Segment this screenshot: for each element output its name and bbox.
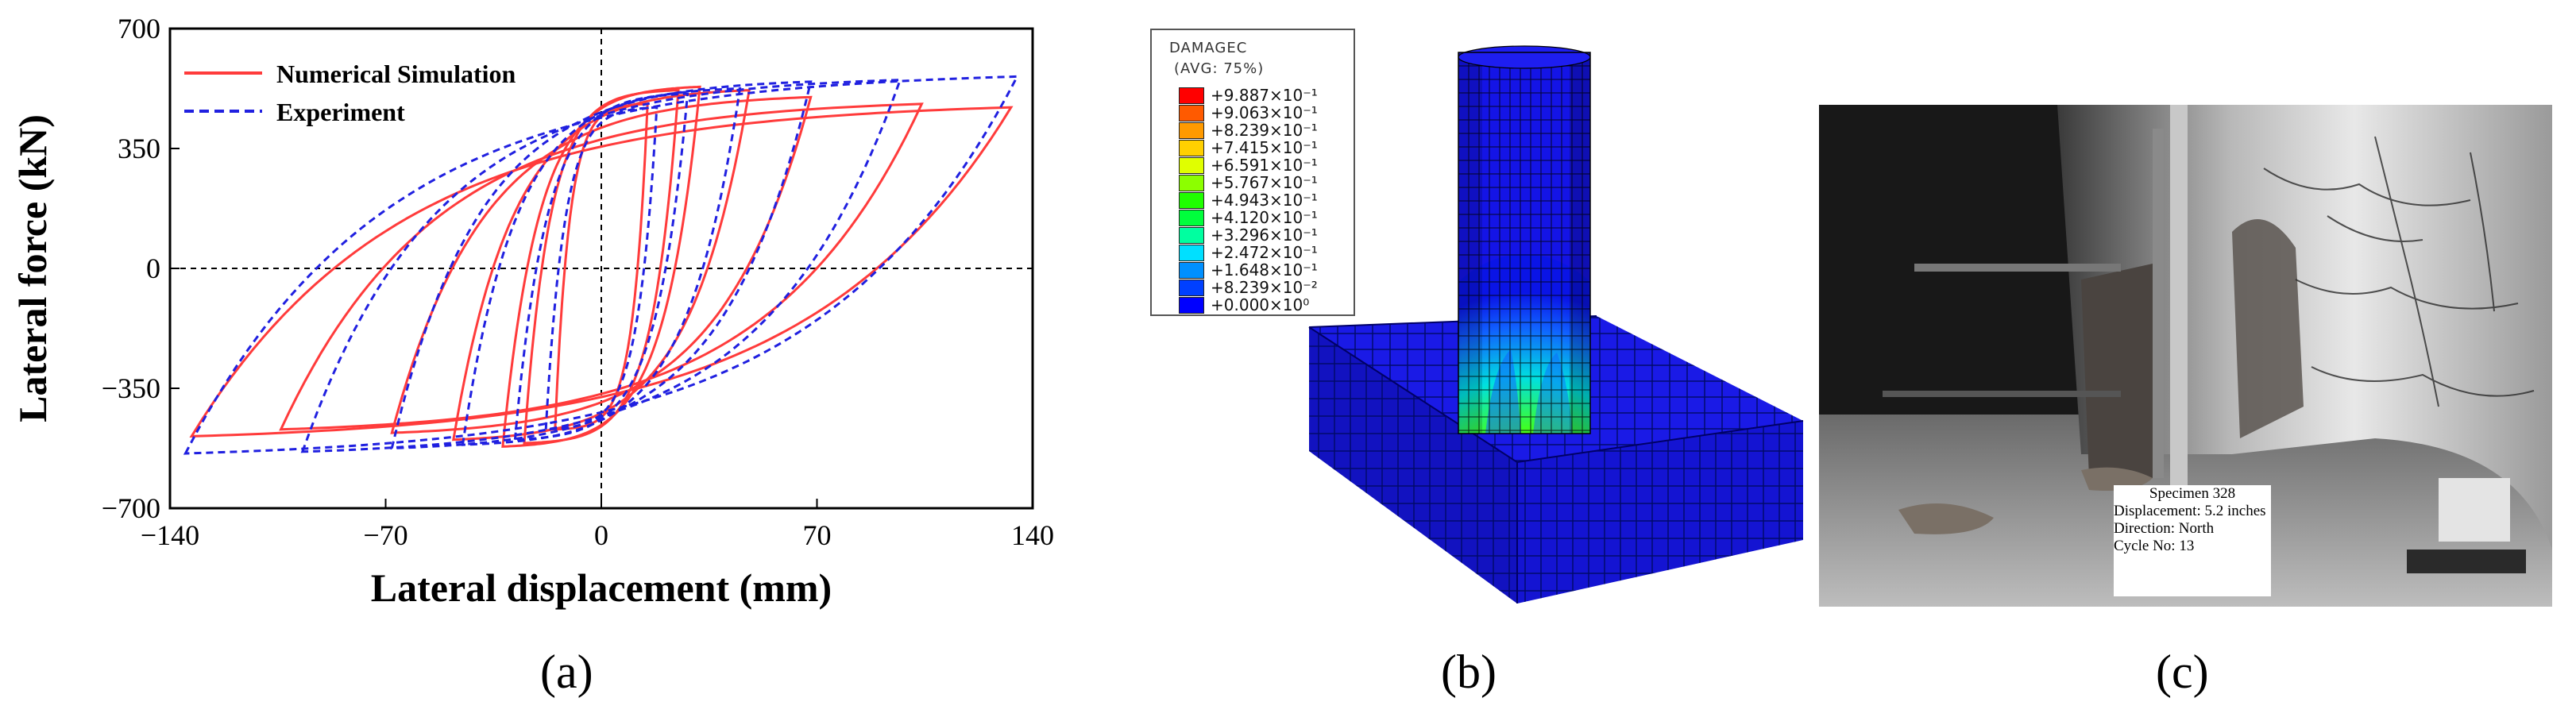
contour-swatch (1179, 280, 1204, 296)
contour-level: +5.767×10⁻¹ (1179, 173, 1346, 192)
contour-value: +8.239×10⁻² (1211, 278, 1318, 297)
panel-label-c: (c) (2156, 646, 2209, 698)
contour-value: +0.000×10⁰ (1211, 295, 1310, 314)
panel-label-b: (b) (1441, 646, 1497, 698)
contour-level: +2.472×10⁻¹ (1179, 243, 1346, 262)
experiment-loop-2 (513, 92, 689, 442)
contour-swatch (1179, 140, 1204, 156)
y-axis-label: Lateral force (kN) (10, 114, 55, 422)
contour-level: +9.063×10⁻¹ (1179, 103, 1346, 122)
y-tick-label: −700 (102, 492, 160, 524)
x-tick-label: 0 (594, 519, 608, 551)
x-tick-label: 140 (1011, 519, 1054, 551)
contour-swatch (1179, 87, 1204, 104)
damage-contour-legend: DAMAGEC (AVG: 75%) +9.887×10⁻¹ +9.063×10⁻… (1150, 29, 1355, 316)
contour-value: +4.120×10⁻¹ (1211, 208, 1318, 227)
contour-value: +3.296×10⁻¹ (1211, 226, 1318, 245)
experiment-loop-4 (390, 80, 813, 450)
contour-level: +1.648×10⁻¹ (1179, 260, 1346, 280)
contour-value: +1.648×10⁻¹ (1211, 260, 1318, 280)
column (1458, 45, 1591, 434)
contour-level: +8.239×10⁻² (1179, 278, 1346, 297)
panel-label-a: (a) (540, 646, 593, 698)
x-axis-label: Lateral displacement (mm) (371, 565, 832, 610)
legend-label-simulation: Numerical Simulation (276, 60, 516, 88)
y-tick-label: 0 (146, 253, 160, 284)
x-tick-label: 70 (803, 519, 832, 551)
contour-value: +7.415×10⁻¹ (1211, 138, 1318, 157)
photo-caption: Specimen 328 Displacement: 5.2 inches Di… (2114, 485, 2271, 596)
simulation-loop-7 (189, 106, 1014, 438)
contour-level: +0.000×10⁰ (1179, 295, 1346, 314)
contour-swatch (1179, 175, 1204, 191)
experiment-loop-5 (300, 79, 902, 453)
contour-swatch (1179, 245, 1204, 261)
contour-swatch (1179, 210, 1204, 226)
contour-value: +4.943×10⁻¹ (1211, 191, 1318, 210)
contour-value: +5.767×10⁻¹ (1211, 173, 1318, 192)
contour-level: +8.239×10⁻¹ (1179, 121, 1346, 140)
legend-label-experiment: Experiment (276, 98, 405, 126)
contour-value: +6.591×10⁻¹ (1211, 156, 1318, 175)
contour-swatch (1179, 105, 1204, 121)
contour-level: +9.887×10⁻¹ (1179, 86, 1346, 105)
experiment-loop-6 (183, 75, 1020, 455)
contour-level: +4.943×10⁻¹ (1179, 191, 1346, 210)
legend-averaging: (AVG: 75%) (1174, 60, 1265, 77)
specimen-test-photo: Specimen 328 Displacement: 5.2 inches Di… (1819, 105, 2552, 607)
contour-swatch (1179, 262, 1204, 279)
caption-direction: Direction: North (2114, 520, 2215, 537)
legend-variable: DAMAGEC (1169, 40, 1248, 56)
caption-cycle: Cycle No: 13 (2114, 538, 2195, 554)
contour-level: +7.415×10⁻¹ (1179, 138, 1346, 157)
contour-value: +9.887×10⁻¹ (1211, 86, 1318, 105)
contour-swatch (1179, 227, 1204, 244)
y-tick-label: 350 (118, 133, 160, 164)
contour-swatch (1179, 297, 1204, 314)
contour-value: +8.239×10⁻¹ (1211, 121, 1318, 140)
y-tick-label: −350 (102, 372, 160, 404)
simulation-loop-5 (390, 95, 813, 434)
contour-swatch (1179, 192, 1204, 209)
caption-displacement: Displacement: 5.2 inches (2114, 503, 2266, 519)
contour-value: +2.472×10⁻¹ (1211, 243, 1318, 262)
y-tick-label: 700 (118, 13, 160, 44)
contour-swatch (1179, 122, 1204, 139)
x-tick-label: −140 (141, 519, 199, 551)
experiment-loop-3 (461, 87, 742, 446)
contour-value: +9.063×10⁻¹ (1211, 103, 1318, 122)
caption-specimen: Specimen 328 (2149, 485, 2236, 502)
contour-level: +3.296×10⁻¹ (1179, 226, 1346, 245)
contour-level: +4.120×10⁻¹ (1179, 208, 1346, 227)
contour-swatch (1179, 157, 1204, 174)
contour-level: +6.591×10⁻¹ (1179, 156, 1346, 175)
x-tick-label: −70 (363, 519, 407, 551)
fea-column-model (1308, 45, 1804, 604)
